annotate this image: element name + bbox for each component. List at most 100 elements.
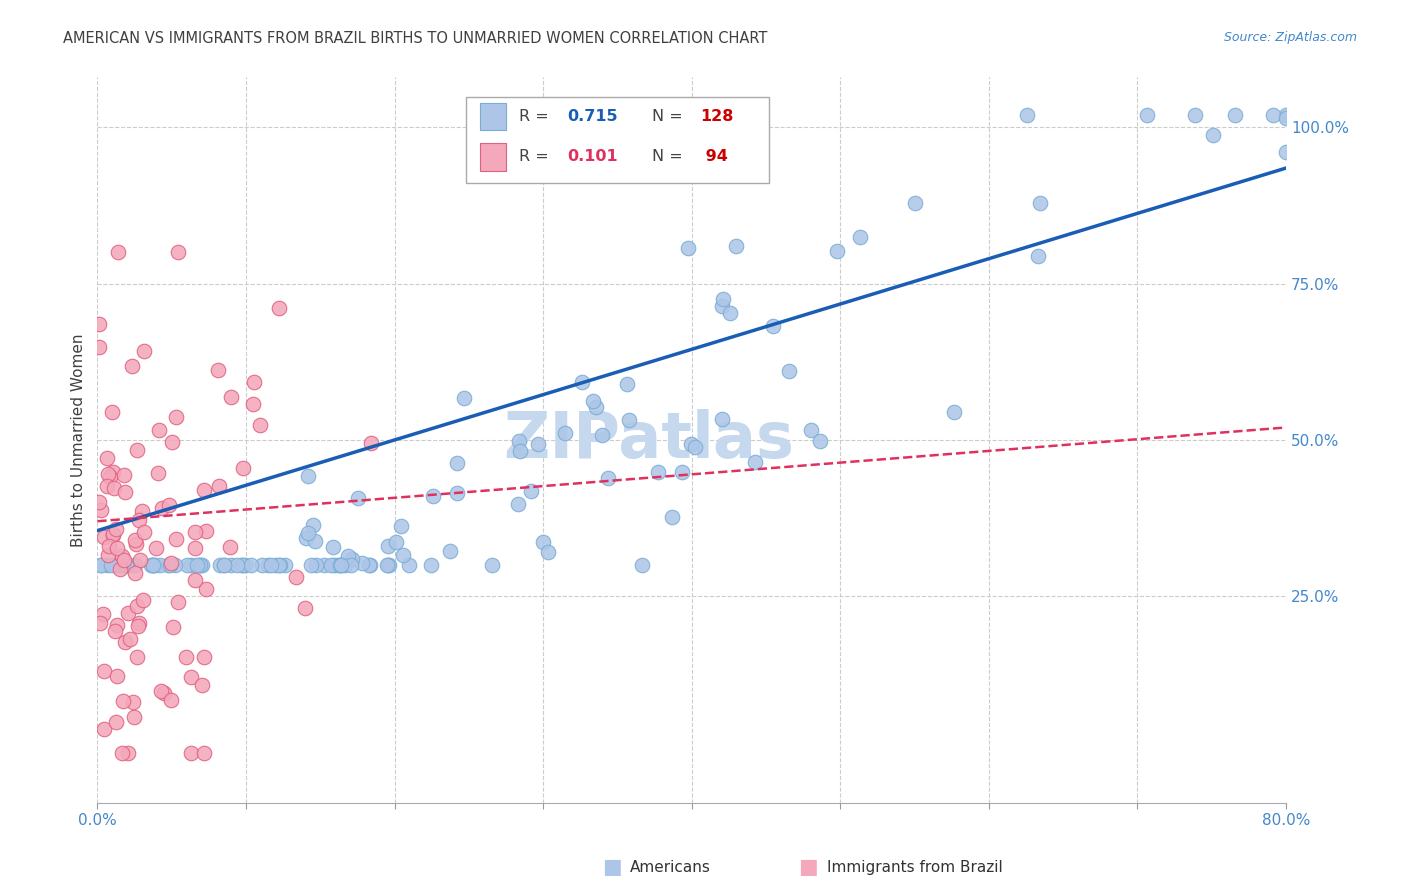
Point: [243, 375, 266, 389]
Point: [105, 715, 128, 730]
Point: [100, 405, 122, 419]
Point: [384, 535, 406, 549]
Point: [1015, 108, 1038, 122]
Point: [297, 526, 319, 541]
Point: [108, 558, 131, 572]
Point: [330, 558, 353, 572]
Point: [710, 299, 733, 313]
Point: [285, 570, 308, 584]
Point: [208, 558, 231, 572]
Point: [681, 437, 703, 451]
Point: [105, 541, 128, 555]
Point: [103, 527, 125, 541]
Point: [143, 558, 166, 572]
Point: [520, 483, 543, 498]
Point: [165, 532, 187, 546]
Point: [90, 558, 112, 572]
Point: [117, 746, 139, 760]
Point: [89, 502, 111, 516]
Point: [139, 558, 162, 572]
Point: [616, 377, 638, 392]
Point: [219, 558, 242, 572]
Point: [591, 428, 613, 442]
Text: Immigrants from Brazil: Immigrants from Brazil: [827, 860, 1002, 874]
Point: [104, 624, 127, 638]
Point: [301, 518, 323, 533]
Point: [193, 746, 215, 760]
Point: [125, 650, 148, 665]
Point: [849, 230, 872, 244]
Point: [122, 710, 145, 724]
Text: 0.101: 0.101: [567, 149, 617, 164]
Point: [257, 558, 280, 572]
Point: [117, 606, 139, 620]
Point: [174, 650, 197, 665]
Point: [90, 558, 112, 572]
Point: [267, 558, 290, 572]
Point: [89, 615, 111, 630]
Point: [97, 467, 120, 482]
Point: [671, 466, 693, 480]
Point: [232, 461, 254, 475]
Point: [585, 400, 607, 414]
Point: [142, 558, 165, 572]
Point: [114, 484, 136, 499]
Point: [375, 558, 398, 572]
Point: [226, 558, 249, 572]
Point: [439, 543, 461, 558]
Point: [537, 545, 560, 559]
Point: [176, 558, 198, 572]
Point: [190, 678, 212, 692]
Point: [762, 318, 785, 333]
Point: [1263, 108, 1285, 122]
Point: [105, 617, 128, 632]
Point: [1184, 108, 1206, 122]
Point: [124, 558, 146, 572]
Point: [107, 558, 129, 572]
Point: [398, 558, 420, 572]
Point: [93, 664, 115, 678]
Text: Source: ZipAtlas.com: Source: ZipAtlas.com: [1223, 31, 1357, 45]
Point: [149, 558, 172, 572]
Point: [121, 695, 143, 709]
Point: [87, 318, 110, 332]
Point: [108, 561, 131, 575]
Point: [1225, 108, 1247, 122]
Point: [389, 519, 412, 533]
Point: [166, 245, 188, 260]
Point: [131, 504, 153, 518]
Point: [120, 632, 142, 646]
Point: [188, 558, 211, 572]
Point: [112, 468, 135, 483]
Point: [1136, 108, 1159, 122]
Point: [446, 456, 468, 470]
Point: [219, 540, 242, 554]
Point: [683, 440, 706, 454]
Point: [150, 684, 173, 698]
Point: [124, 566, 146, 580]
Point: [377, 539, 399, 553]
Point: [778, 364, 800, 378]
Point: [661, 510, 683, 524]
Point: [340, 552, 363, 566]
Point: [322, 540, 344, 554]
Point: [188, 558, 211, 572]
Point: [184, 525, 207, 540]
Point: [330, 558, 353, 572]
Point: [160, 435, 183, 450]
Point: [453, 391, 475, 405]
Point: [112, 553, 135, 567]
Point: [208, 478, 231, 492]
Point: [446, 485, 468, 500]
Point: [942, 405, 965, 419]
Point: [146, 466, 169, 480]
Point: [312, 558, 335, 572]
Point: [240, 558, 263, 572]
Point: [132, 592, 155, 607]
Point: [107, 245, 129, 260]
Point: [129, 553, 152, 567]
Point: [96, 558, 118, 572]
Point: [392, 549, 415, 563]
Y-axis label: Births to Unmarried Women: Births to Unmarried Women: [72, 334, 86, 547]
Point: [724, 239, 747, 253]
